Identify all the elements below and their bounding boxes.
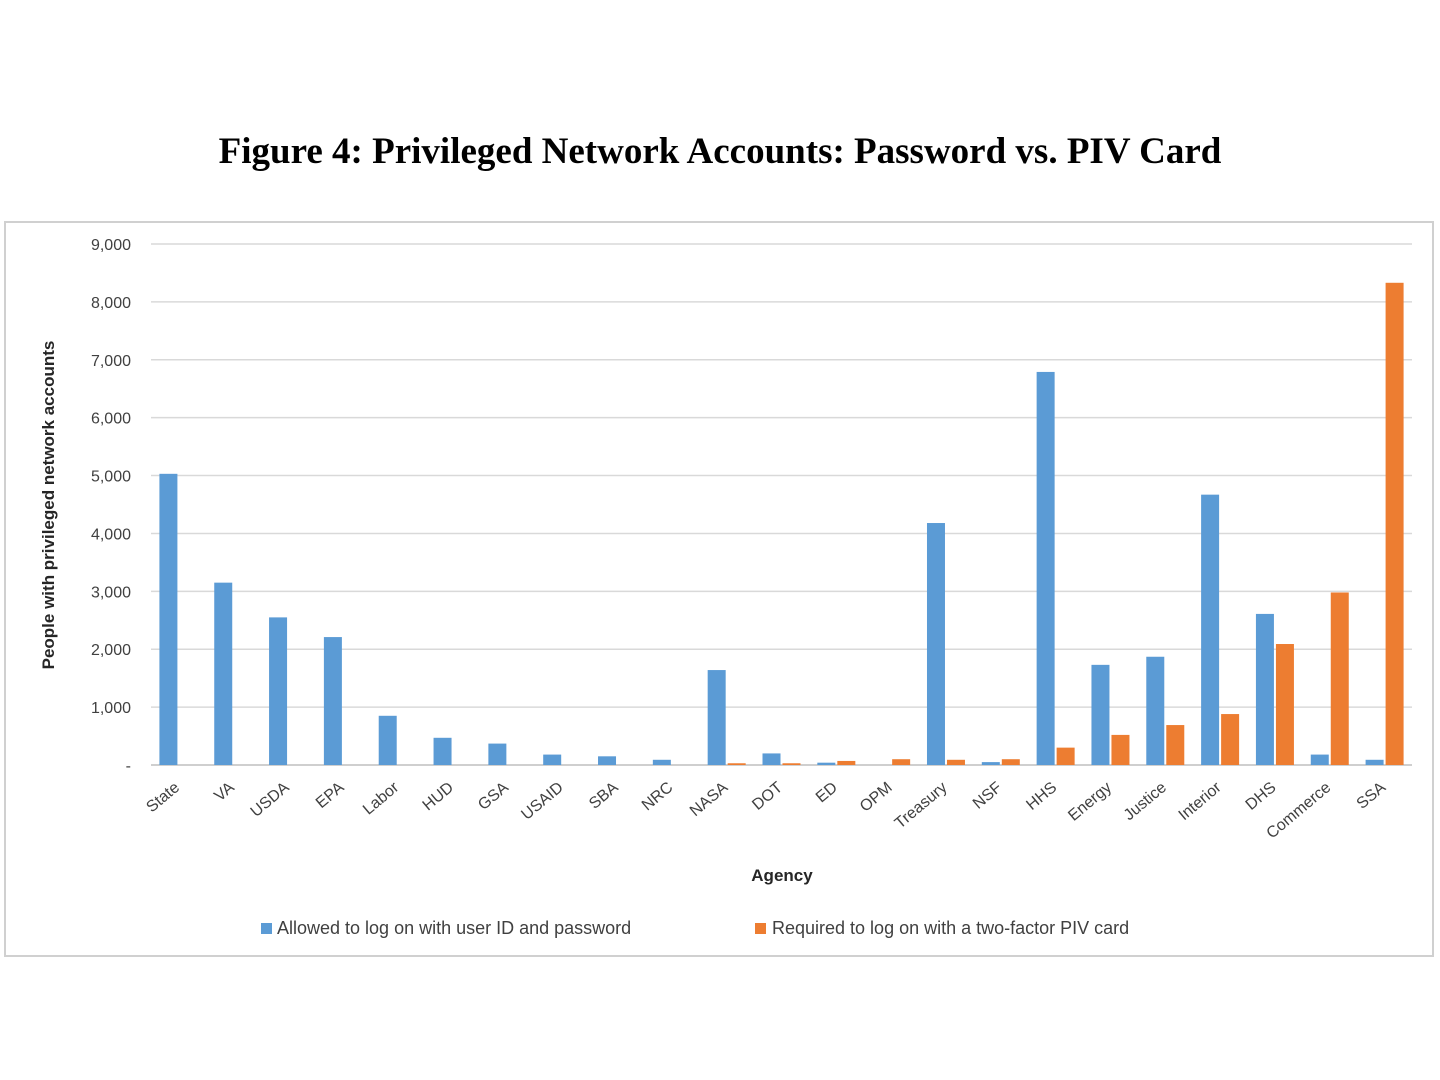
x-tick-label: NSF [970,779,1006,813]
x-tick-label: Justice [1121,779,1170,824]
bar-password-epa [323,637,342,765]
x-tick-label: HHS [1023,779,1060,814]
y-tick-label: 6,000 [91,411,131,428]
legend-label-piv: Required to log on with a two-factor PIV… [772,918,1129,938]
x-tick-label: OPM [857,779,896,815]
bar-piv-treasury [946,759,965,765]
x-axis-ticks: State VA USDA EPA Labor HUD GSA USAID SBA NRC NASA… [143,779,1389,843]
y-tick-label: 9,000 [91,237,131,254]
bar-piv-nsf [1001,759,1020,765]
bar-password-nasa [707,670,726,765]
x-tick-label: DOT [749,779,786,814]
x-tick-label: Treasury [892,779,951,832]
figure-title: Figure 4: Privileged Network Accounts: P… [218,131,1222,172]
bar-password-hhs [1036,371,1055,765]
y-tick-label: 8,000 [91,295,131,312]
y-axis-title: People with privileged network accounts [39,341,58,670]
bar-piv-justice [1166,725,1185,765]
x-tick-label: NASA [687,779,732,820]
legend-label-password: Allowed to log on with user ID and passw… [277,918,631,938]
bar-password-interior [1201,494,1220,765]
bar-password-justice [1146,656,1165,765]
bar-piv-opm [892,759,911,765]
x-axis-title: Agency [751,866,813,885]
bar-piv-dot [782,763,801,765]
x-tick-label: DHS [1243,779,1280,814]
bar-password-nrc [652,759,671,765]
bar-password-usaid [543,754,562,765]
bar-piv-ed [837,760,856,765]
bar-password-treasury [926,523,945,765]
bar-password-sba [598,756,617,765]
bar-password-ssa [1365,759,1384,765]
x-tick-label: State [143,779,183,816]
bar-password-ed [817,762,836,765]
bar-piv-hhs [1056,747,1075,765]
chart-frame: - 1,000 2,000 3,000 4,000 5,000 6,000 7,000 8,00… [4,221,1434,957]
bar-password-va [214,582,233,765]
bar-password-dot [762,753,781,765]
bar-piv-ssa [1385,282,1404,765]
x-tick-label: Interior [1176,779,1226,824]
bar-piv-interior [1221,714,1240,765]
y-tick-label: 5,000 [91,469,131,486]
bar-piv-commerce [1330,592,1349,765]
y-tick-label: 7,000 [91,353,131,370]
x-tick-label: Labor [360,779,403,819]
bar-password-hud [433,737,452,765]
bar-password-state [159,473,178,765]
y-tick-label: 3,000 [91,584,131,601]
y-tick-label: 4,000 [91,526,131,543]
bar-piv-energy [1111,734,1130,765]
x-tick-label: HUD [420,779,457,814]
y-axis-ticks: - 1,000 2,000 3,000 4,000 5,000 6,000 7,000 8,00… [91,237,131,775]
bar-piv-nasa [727,763,746,765]
bar-password-dhs [1255,613,1274,765]
bar-password-gsa [488,743,507,765]
x-tick-label: SSA [1354,779,1390,813]
bar-password-labor [378,715,397,765]
x-tick-label: Energy [1065,779,1115,825]
legend: Allowed to log on with user ID and passw… [261,918,1129,938]
bar-chart: - 1,000 2,000 3,000 4,000 5,000 6,000 7,000 8,00… [39,237,1412,938]
bar-password-energy [1091,664,1110,765]
x-tick-label: VA [211,779,238,805]
x-tick-label: USAID [518,779,566,823]
y-tick-label: 2,000 [91,642,131,659]
bars [159,282,1404,765]
bar-password-commerce [1310,754,1329,765]
y-tick-label: - [126,758,131,775]
y-tick-label: 1,000 [91,700,131,717]
bar-password-nsf [981,762,1000,765]
x-tick-label: NRC [639,779,676,814]
legend-swatch-password [261,923,272,934]
bar-password-usda [269,617,288,765]
x-tick-label: SBA [586,779,622,813]
legend-swatch-piv [755,923,766,934]
bar-piv-dhs [1275,644,1294,765]
gridlines [151,243,1412,766]
x-tick-label: ED [813,779,841,806]
x-tick-label: GSA [475,779,512,814]
x-tick-label: EPA [313,779,348,812]
x-tick-label: USDA [248,779,293,821]
